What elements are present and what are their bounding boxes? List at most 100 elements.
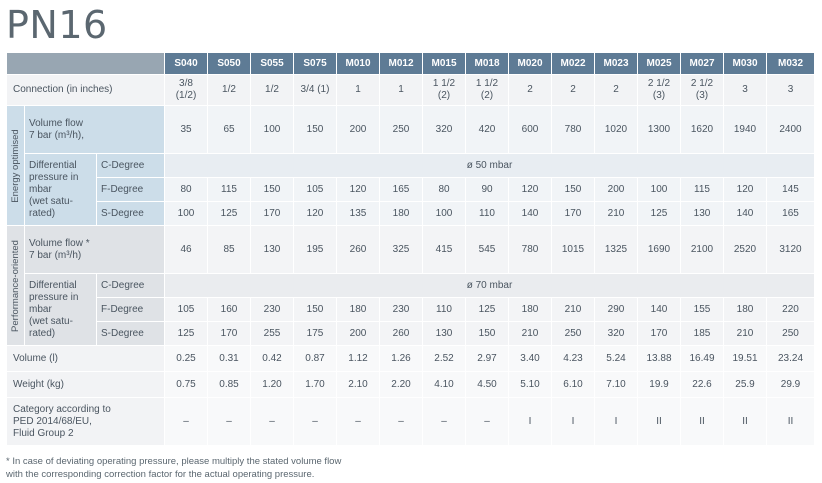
energy-volume-flow-cell: 320 bbox=[422, 105, 466, 154]
weight-cell: 2.10 bbox=[336, 371, 380, 398]
specification-table: S040 S050 S055 S075 M010 M012 M015 M018 M020 M022… bbox=[6, 52, 815, 446]
volume-cell: 4.23 bbox=[551, 345, 595, 372]
category-cell: – bbox=[465, 397, 509, 446]
energy-f-degree-cell: 120 bbox=[723, 177, 767, 202]
performance-f-degree-cell: 230 bbox=[250, 297, 294, 322]
performance-volume-flow-cell: 415 bbox=[422, 225, 466, 274]
connection-cell: 2 bbox=[508, 74, 552, 106]
performance-f-degree-cell: 105 bbox=[164, 297, 208, 322]
volume-label: Volume (l) bbox=[6, 345, 165, 372]
energy-c-degree-row: Differential pressure in mbar (wet satu-rat… bbox=[7, 153, 815, 226]
connection-cell: 1 bbox=[336, 74, 380, 106]
connection-cell: 2 bbox=[551, 74, 595, 106]
category-cell: II bbox=[680, 397, 724, 446]
page-title: PN16 bbox=[6, 3, 108, 47]
energy-f-degree-cell: 200 bbox=[594, 177, 638, 202]
energy-f-degree-cell: 115 bbox=[680, 177, 724, 202]
performance-volume-flow-cell: 85 bbox=[207, 225, 251, 274]
category-cell: – bbox=[379, 397, 423, 446]
volume-cell: 2.97 bbox=[465, 345, 509, 372]
performance-s-degree-cell: 130 bbox=[422, 321, 466, 346]
performance-f-degree-cell: 220 bbox=[766, 297, 815, 322]
connection-cell: 3 bbox=[766, 74, 815, 106]
performance-volume-flow-cell: 1015 bbox=[551, 225, 595, 274]
performance-s-degree-cell: 210 bbox=[723, 321, 767, 346]
performance-volume-flow-cell: 46 bbox=[164, 225, 208, 274]
performance-volume-flow-cell: 130 bbox=[250, 225, 294, 274]
performance-s-degree-cell: 170 bbox=[207, 321, 251, 346]
model-header-s055: S055 bbox=[250, 52, 294, 75]
energy-volume-flow-cell: 35 bbox=[164, 105, 208, 154]
connection-cell: 1 1/2 (2) bbox=[465, 74, 509, 106]
energy-c-degree-value: ø 50 mbar bbox=[164, 153, 815, 178]
performance-s-degree-label: S-Degree bbox=[96, 321, 165, 346]
performance-s-degree-cell: 255 bbox=[250, 321, 294, 346]
performance-volume-flow-cell: 545 bbox=[465, 225, 509, 274]
weight-cell: 29.9 bbox=[766, 371, 815, 398]
performance-volume-flow-cell: 195 bbox=[293, 225, 337, 274]
volume-cell: 1.26 bbox=[379, 345, 423, 372]
energy-s-degree-row: S-Degree 100 125 170 120 135 180 100 110 140 170 2… bbox=[7, 201, 815, 226]
energy-s-degree-label: S-Degree bbox=[96, 201, 165, 226]
connection-cell: 3/4 (1) bbox=[293, 74, 337, 106]
volume-cell: 19.51 bbox=[723, 345, 767, 372]
category-cell: II bbox=[766, 397, 815, 446]
energy-s-degree-cell: 140 bbox=[508, 201, 552, 226]
model-header-m032: M032 bbox=[766, 52, 815, 75]
performance-volume-flow-cell: 3120 bbox=[766, 225, 815, 274]
volume-cell: 13.88 bbox=[637, 345, 681, 372]
category-cell: I bbox=[508, 397, 552, 446]
connection-cell: 1/2 bbox=[250, 74, 294, 106]
energy-f-degree-cell: 105 bbox=[293, 177, 337, 202]
performance-s-degree-cell: 260 bbox=[379, 321, 423, 346]
volume-row: Volume (l) 0.25 0.31 0.42 0.87 1.12 1.26 2.52 2… bbox=[6, 345, 815, 372]
performance-s-degree-cell: 170 bbox=[637, 321, 681, 346]
energy-s-degree-cell: 100 bbox=[422, 201, 466, 226]
volume-cell: 2.52 bbox=[422, 345, 466, 372]
performance-differential-pressure-label: Differential pressure in mbar (wet satu-rat… bbox=[24, 273, 97, 346]
performance-c-degree-value: ø 70 mbar bbox=[164, 273, 815, 298]
energy-volume-flow-label: Volume flow 7 bar (m³/h), bbox=[24, 105, 165, 154]
energy-s-degree-cell: 120 bbox=[293, 201, 337, 226]
energy-volume-flow-cell: 780 bbox=[551, 105, 595, 154]
connection-cell: 2 bbox=[594, 74, 638, 106]
weight-row: Weight (kg) 0.75 0.85 1.20 1.70 2.10 2.20 4.10… bbox=[6, 371, 815, 398]
connection-cell: 2 1/2 (3) bbox=[637, 74, 681, 106]
energy-volume-flow-cell: 1020 bbox=[594, 105, 638, 154]
performance-s-degree-cell: 125 bbox=[164, 321, 208, 346]
category-cell: – bbox=[250, 397, 294, 446]
energy-f-degree-cell: 100 bbox=[637, 177, 681, 202]
model-header-m025: M025 bbox=[637, 52, 681, 75]
energy-f-degree-cell: 115 bbox=[207, 177, 251, 202]
energy-s-degree-cell: 130 bbox=[680, 201, 724, 226]
category-cell: – bbox=[422, 397, 466, 446]
energy-f-degree-cell: 165 bbox=[379, 177, 423, 202]
performance-volume-flow-cell: 2520 bbox=[723, 225, 767, 274]
performance-s-degree-cell: 175 bbox=[293, 321, 337, 346]
performance-f-degree-cell: 290 bbox=[594, 297, 638, 322]
category-cell: – bbox=[293, 397, 337, 446]
category-cell: – bbox=[164, 397, 208, 446]
model-header-row: S040 S050 S055 S075 M010 M012 M015 M018 M020 M022… bbox=[6, 52, 815, 75]
energy-f-degree-cell: 80 bbox=[422, 177, 466, 202]
energy-s-degree-cell: 180 bbox=[379, 201, 423, 226]
weight-cell: 5.10 bbox=[508, 371, 552, 398]
weight-cell: 4.10 bbox=[422, 371, 466, 398]
performance-f-degree-cell: 160 bbox=[207, 297, 251, 322]
performance-volume-flow-row: Performance-oriented Volume flow * 7 bar … bbox=[6, 225, 815, 346]
energy-volume-flow-cell: 420 bbox=[465, 105, 509, 154]
energy-volume-flow-row: Energy optimised Volume flow 7 bar (m³/h)… bbox=[6, 105, 815, 226]
performance-s-degree-cell: 150 bbox=[465, 321, 509, 346]
performance-f-degree-cell: 230 bbox=[379, 297, 423, 322]
category-label: Category according to PED 2014/68/EU, Flui… bbox=[6, 397, 165, 446]
connection-cell: 1/2 bbox=[207, 74, 251, 106]
weight-cell: 1.70 bbox=[293, 371, 337, 398]
energy-f-degree-cell: 150 bbox=[250, 177, 294, 202]
weight-cell: 1.20 bbox=[250, 371, 294, 398]
performance-f-degree-cell: 150 bbox=[293, 297, 337, 322]
model-header-m027: M027 bbox=[680, 52, 724, 75]
energy-s-degree-cell: 125 bbox=[207, 201, 251, 226]
model-header-m010: M010 bbox=[336, 52, 380, 75]
performance-s-degree-cell: 250 bbox=[766, 321, 815, 346]
energy-volume-flow-cell: 1300 bbox=[637, 105, 681, 154]
